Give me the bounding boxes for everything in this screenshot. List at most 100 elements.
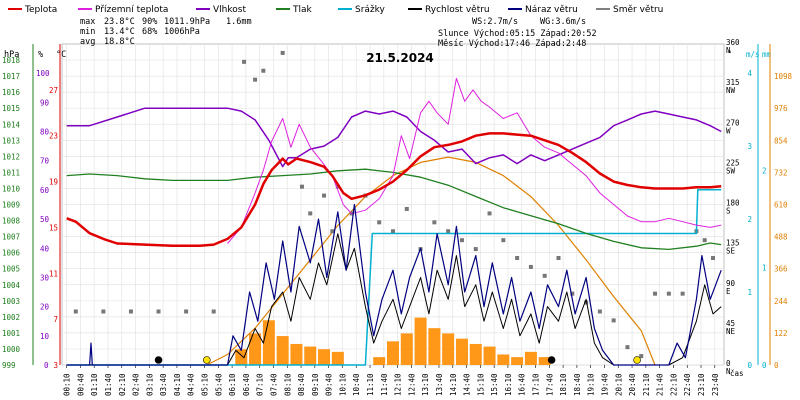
irradiance-bar (455, 338, 468, 365)
tick-time: 07:10 (256, 373, 265, 396)
axis-unit-dir: ° (727, 50, 732, 60)
wind-direction-point (584, 300, 589, 305)
irradiance-bar (524, 351, 537, 365)
tick-ms: 3 (747, 142, 752, 151)
tick-hpa: 1011 (2, 168, 20, 177)
legend-label: Teplota (24, 5, 57, 15)
grid (62, 44, 724, 366)
tick-time: 14:40 (463, 373, 472, 396)
tick-time: 03:40 (159, 373, 168, 396)
tick-mm: 0 (762, 361, 767, 370)
tick-dir: 45 (726, 319, 735, 328)
stats-pressure: 1006hPa (164, 27, 200, 37)
wind-direction-point (702, 238, 707, 243)
stats-pressure: 1011.9hPa (164, 17, 210, 27)
tick-pct: 0 (44, 361, 49, 370)
tick-hpa: 1010 (2, 184, 21, 193)
wind-direction-point (101, 309, 106, 314)
wind-direction-point (156, 309, 161, 314)
tick-ms: 4 (747, 69, 752, 78)
tick-dir-label: N (726, 46, 731, 55)
irradiance-bar (290, 343, 303, 365)
stats-temp: 18.8°C (104, 37, 135, 47)
axis-unit-ms: m/s (746, 50, 760, 59)
tick-dir-label: NW (726, 86, 736, 95)
tick-rad: 0 (774, 361, 779, 370)
tick-time: 19:10 (587, 373, 596, 396)
irradiance-bar (511, 357, 524, 365)
legend-label: Vlhkost (213, 5, 246, 15)
tick-time: 10:10 (338, 373, 347, 396)
tick-time: 22:40 (683, 373, 692, 396)
axis-unit-hpa: hPa (4, 50, 19, 60)
wind-direction-point (299, 184, 304, 189)
tick-dir: 90 (726, 279, 736, 288)
tick-time: 06:10 (228, 373, 237, 396)
wind-direction-point (528, 264, 533, 269)
tick-time: 09:40 (325, 373, 334, 396)
irradiance-bar (538, 357, 551, 365)
tick-time: 16:40 (518, 373, 527, 396)
tick-rad: 366 (774, 265, 788, 274)
stats-label: max (80, 17, 95, 27)
tick-time: 02:40 (132, 373, 141, 396)
legend-label: Tlak (292, 5, 313, 15)
tick-hpa: 1003 (2, 297, 20, 306)
legend-label: Srážky (355, 5, 386, 15)
irradiance-bar (442, 333, 455, 365)
stats-temp: 23.8°C (104, 17, 135, 27)
tick-time: 05:40 (214, 373, 223, 396)
moonrise-marker (547, 356, 556, 364)
humidity-line (66, 107, 722, 168)
tick-hpa: 1000 (2, 345, 21, 354)
info-wg: WG:3.6m/s (540, 17, 586, 27)
tick-time: 00:40 (76, 373, 85, 396)
tick-dir: 180 (726, 199, 740, 208)
irradiance-bar (276, 336, 289, 365)
tick-time: 10:40 (352, 373, 361, 396)
solar-radiation-line (206, 156, 656, 366)
tick-time: 04:10 (173, 373, 182, 396)
stats-temp: 13.4°C (104, 27, 135, 37)
wind-direction-point (611, 318, 616, 323)
tick-temp: 11 (49, 269, 58, 278)
stats-humidity: 68% (142, 27, 157, 37)
tick-dir-label: SW (726, 166, 736, 175)
wind-direction-point (501, 238, 506, 243)
tick-time: 18:10 (559, 373, 568, 396)
tick-temp: 7 (53, 315, 58, 324)
tick-hpa: 1014 (2, 120, 21, 129)
rain-line (66, 188, 722, 366)
tick-time: 13:40 (435, 373, 444, 396)
tick-time: 20:10 (614, 373, 623, 396)
irradiance-bar (318, 349, 331, 365)
wind-direction-point (625, 345, 630, 350)
tick-pct: 80 (40, 128, 50, 137)
tick-pct: 50 (40, 215, 50, 224)
tick-pct: 90 (40, 98, 50, 107)
tick-dir: 315 (726, 78, 740, 87)
irradiance-bar (262, 320, 275, 365)
wind-direction-point (330, 229, 335, 234)
tick-dir: 360 (726, 38, 740, 47)
wind-direction-point (73, 309, 78, 314)
wind-direction-point (680, 291, 685, 296)
tick-time: 23:10 (697, 373, 706, 396)
legend-label: Směr větru (613, 5, 663, 15)
wind-speed-line (66, 233, 722, 366)
wind-direction-point (556, 256, 561, 260)
axis-unit-pct: % (38, 50, 43, 60)
tick-dir: 0 (726, 359, 731, 368)
tick-pct: 70 (40, 157, 50, 166)
wind-direction-point (253, 77, 258, 82)
tick-hpa: 1008 (2, 217, 21, 226)
tick-time: 13:10 (421, 373, 430, 396)
axis-unit-temp: °C (56, 50, 66, 60)
tick-rad: 732 (774, 168, 788, 177)
tick-hpa: 1002 (2, 313, 20, 322)
tick-pct: 10 (40, 332, 50, 341)
tick-rad: 1098 (774, 72, 793, 81)
sunset-marker (633, 356, 641, 364)
tick-time: 05:10 (201, 373, 210, 396)
